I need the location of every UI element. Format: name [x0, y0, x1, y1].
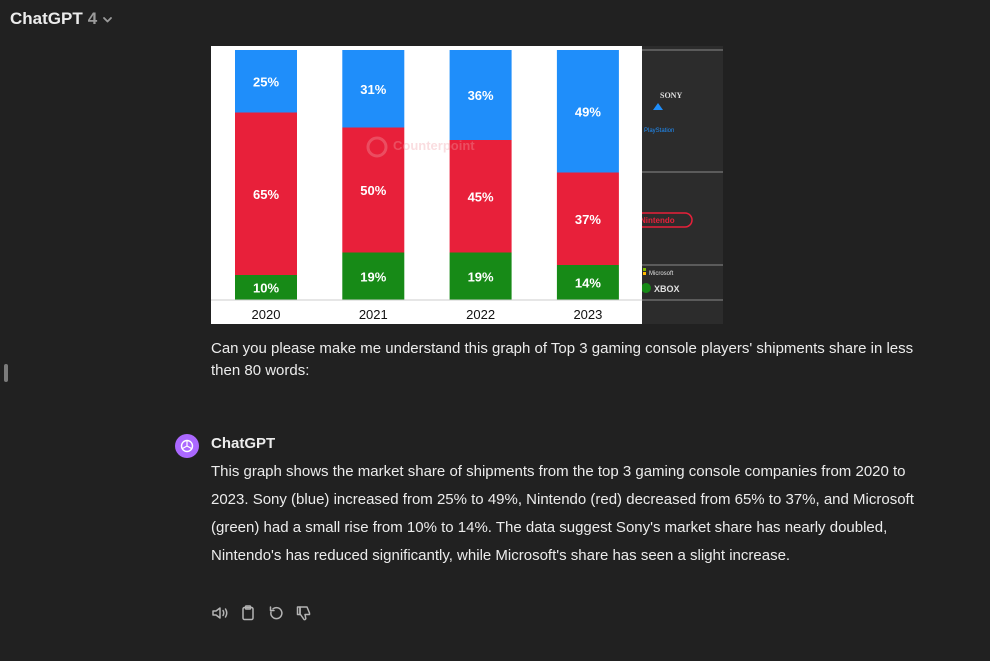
refresh-icon	[269, 606, 283, 620]
data-label-nintendo-2022: 45%	[468, 189, 494, 204]
data-label-nintendo-2021: 50%	[360, 183, 386, 198]
bar-microsoft-2021	[342, 252, 405, 300]
data-label-microsoft-2021: 19%	[360, 269, 386, 284]
data-label-microsoft-2022: 19%	[468, 269, 494, 284]
svg-text:XBOX: XBOX	[654, 284, 680, 294]
playstation-icon	[653, 103, 663, 110]
data-label-nintendo-2020: 65%	[253, 187, 279, 202]
bar-microsoft-2020	[235, 275, 297, 300]
data-label-sony-2020: 25%	[253, 74, 279, 89]
copy-button[interactable]	[239, 604, 257, 622]
data-label-sony-2021: 31%	[360, 82, 386, 97]
data-label-sony-2022: 36%	[468, 88, 494, 103]
bar-nintendo-2021	[342, 127, 405, 253]
sony-logo: SONY PlayStation	[644, 91, 682, 134]
microsoft-logo: Microsoft	[639, 268, 674, 277]
thumbs-down-icon	[296, 606, 311, 621]
speaker-icon	[212, 607, 228, 619]
assistant-name: ChatGPT	[211, 435, 276, 452]
bar-sony-2021	[342, 50, 405, 128]
nintendo-logo: Nintendo	[635, 212, 693, 228]
stacked-bar-chart: 10% 65% 25% 19% 50% 31% 19% 45% 36% 14% 37% 49% Cou…	[211, 50, 642, 322]
bar-microsoft-2023	[556, 265, 619, 300]
x-tick-label-2020: 2020	[252, 307, 281, 322]
user-message: Can you please make me understand this g…	[211, 340, 914, 379]
model-name: ChatGPT	[10, 9, 83, 28]
dislike-button[interactable]	[295, 604, 313, 622]
svg-text:Nintendo: Nintendo	[642, 216, 675, 225]
regenerate-button[interactable]	[267, 604, 285, 622]
bar-nintendo-2023	[556, 172, 619, 265]
x-tick-label-2022: 2022	[466, 307, 495, 322]
data-label-microsoft-2020: 10%	[253, 281, 279, 296]
chart-watermark: Counterpoint	[366, 136, 475, 158]
model-picker[interactable]: ChatGPT 4	[10, 9, 113, 29]
data-label-nintendo-2023: 37%	[575, 212, 601, 227]
svg-text:SONY: SONY	[660, 91, 682, 100]
bar-nintendo-2020	[235, 112, 297, 275]
message-actions	[211, 604, 313, 622]
x-tick-label-2023: 2023	[573, 307, 602, 322]
bar-sony-2022	[449, 50, 512, 140]
x-tick-label-2021: 2021	[359, 307, 388, 322]
openai-logo-icon	[175, 434, 199, 458]
sidebar-toggle-handle[interactable]	[4, 364, 8, 382]
assistant-message: This graph shows the market share of shi…	[211, 463, 914, 564]
data-label-sony-2023: 49%	[575, 104, 601, 119]
clipboard-icon	[242, 605, 254, 621]
watermark-text: Counterpoint	[393, 138, 475, 153]
data-label-microsoft-2023: 14%	[575, 276, 601, 291]
xbox-logo: XBOX	[641, 283, 680, 294]
bar-sony-2023	[556, 50, 619, 173]
read-aloud-button[interactable]	[211, 604, 229, 622]
model-version: 4	[87, 9, 98, 28]
bar-nintendo-2022	[449, 140, 512, 253]
brand-logo-strip: SONY PlayStation Nintendo Microsoft XBOX	[635, 46, 723, 324]
svg-text:Microsoft: Microsoft	[649, 271, 674, 277]
bar-microsoft-2022	[449, 252, 512, 300]
svg-text:PlayStation: PlayStation	[644, 128, 674, 134]
uploaded-chart-image: 10% 65% 25% 19% 50% 31% 19% 45% 36% 14% 37% 49% Cou…	[211, 46, 723, 324]
bar-sony-2020	[235, 50, 297, 113]
chevron-down-icon	[103, 16, 113, 22]
